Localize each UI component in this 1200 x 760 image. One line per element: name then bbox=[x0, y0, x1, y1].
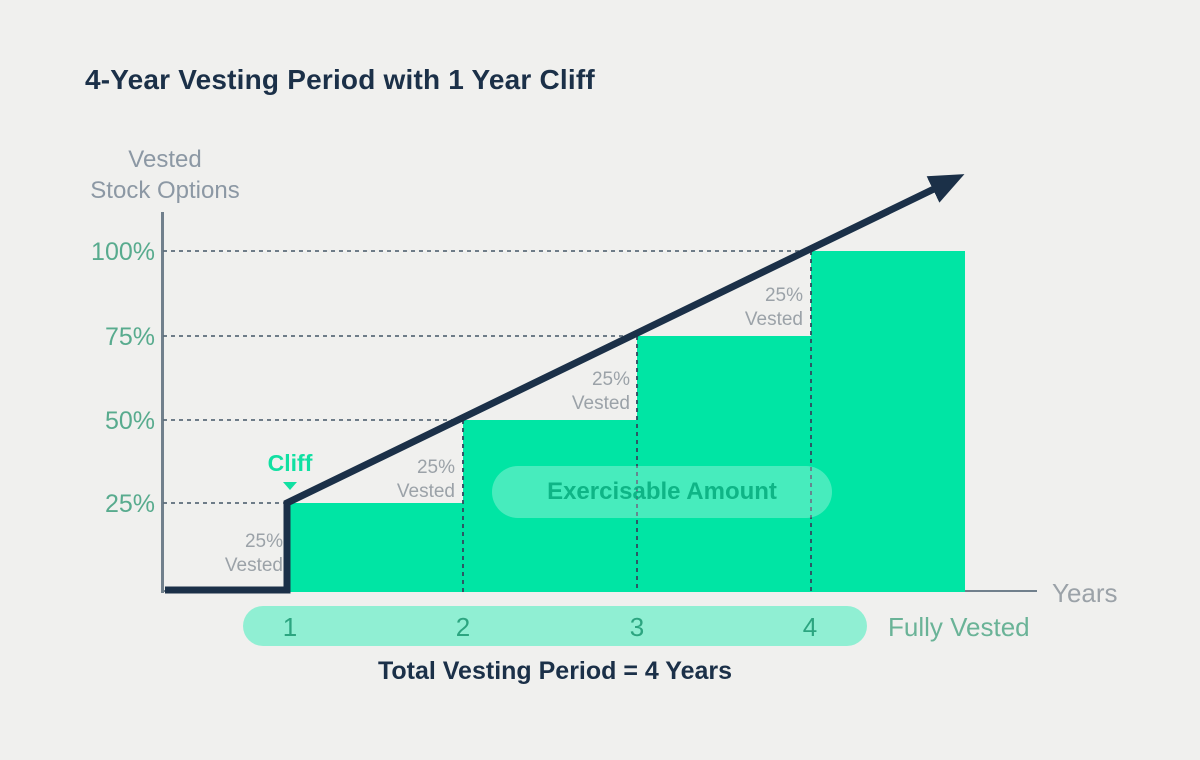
y-tick-100: 100% bbox=[91, 238, 155, 266]
step-label-year2: 25% Vested bbox=[396, 457, 455, 502]
bar-year1-25pct bbox=[290, 503, 463, 592]
x-tick-2: 2 bbox=[455, 612, 471, 642]
y-axis-title: Vested Stock Options bbox=[55, 144, 275, 206]
cliff-label: Cliff bbox=[267, 450, 313, 476]
x-tick-3: 3 bbox=[629, 612, 645, 642]
exercisable-amount-badge: Exercisable Amount bbox=[492, 466, 832, 518]
page-title: 4-Year Vesting Period with 1 Year Cliff bbox=[85, 64, 595, 95]
bar-year3-75pct bbox=[637, 336, 811, 592]
total-vesting-caption: Total Vesting Period = 4 Years bbox=[377, 657, 733, 685]
x-tick-4: 4 bbox=[802, 612, 818, 642]
y-tick-75: 75% bbox=[104, 323, 155, 351]
step-label-year4: 25% Vested bbox=[744, 285, 803, 330]
y-axis-title-line1: Vested bbox=[128, 146, 202, 173]
x-axis-label: Years bbox=[1052, 578, 1118, 608]
y-axis-title-line2: Stock Options bbox=[90, 177, 240, 204]
bar-year4-100pct bbox=[811, 251, 965, 592]
years-band bbox=[243, 606, 867, 646]
y-tick-25: 25% bbox=[104, 490, 155, 518]
step-label-year1: 25% Vested bbox=[224, 531, 283, 576]
x-tick-1: 1 bbox=[282, 612, 298, 642]
y-axis-line bbox=[161, 212, 164, 593]
cliff-caret-icon bbox=[283, 482, 297, 490]
step-label-year3: 25% Vested bbox=[571, 369, 630, 414]
fully-vested-label: Fully Vested bbox=[888, 612, 1030, 642]
y-tick-50: 50% bbox=[104, 407, 155, 435]
exercisable-amount-label: Exercisable Amount bbox=[547, 478, 777, 505]
